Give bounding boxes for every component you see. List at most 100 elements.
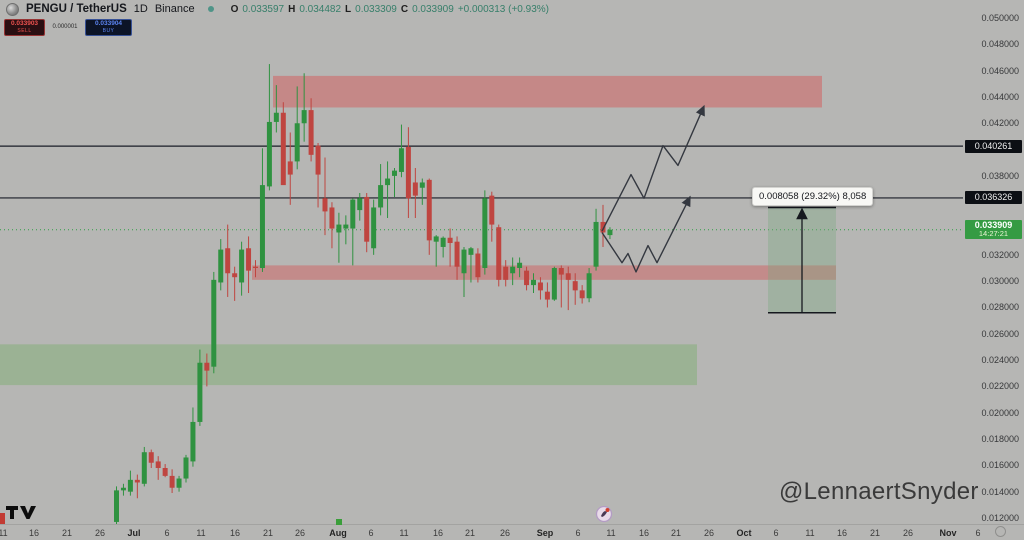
tradingview-logo-icon[interactable]: [5, 503, 39, 524]
candle-body: [204, 362, 210, 371]
time-tick-label: 6: [575, 528, 581, 538]
price-tick-label: 0.014000: [981, 486, 1019, 497]
candle-body: [155, 461, 161, 468]
candle-body: [524, 270, 530, 286]
time-axis-settings-icon[interactable]: [995, 526, 1006, 537]
trade-buttons-row: 0.033903 SELL 0.000001 0.033904 BUY: [4, 19, 549, 39]
last-price-label: 0.033909 14:27:21: [965, 220, 1022, 240]
time-tick-label: 21: [262, 528, 274, 538]
candle-body: [148, 452, 154, 463]
candle-body: [266, 121, 272, 187]
candle-body: [544, 291, 550, 300]
price-tick-label: 0.026000: [981, 328, 1019, 339]
price-tick-label: 0.046000: [981, 65, 1019, 76]
price-axis[interactable]: 0.050000 0.048000 0.046000 0.044000 0.042000…: [963, 0, 1024, 540]
candle-body: [183, 457, 189, 479]
candle-body: [593, 221, 599, 267]
candle-body: [433, 236, 439, 242]
time-tick-label: 21: [464, 528, 476, 538]
candle-body: [218, 249, 224, 283]
candle-body: [287, 161, 293, 175]
time-tick-label: 16: [638, 528, 650, 538]
candle-body: [301, 110, 307, 124]
price-tick-label: 0.028000: [981, 302, 1019, 313]
open-value: 0.033597: [242, 3, 285, 15]
watermark-text: @LennaertSnyder: [779, 478, 979, 505]
close-label: C: [400, 3, 409, 15]
price-tick-label: 0.016000: [981, 460, 1019, 471]
candle-body: [343, 224, 349, 229]
candle-body: [503, 266, 509, 280]
time-tick-label: 26: [94, 528, 106, 538]
candle-body: [364, 196, 370, 242]
price-tick-label: 0.044000: [981, 91, 1019, 102]
candle-body: [253, 266, 258, 268]
lower-projection-path[interactable]: [601, 195, 691, 273]
candle-body: [371, 207, 377, 249]
price-tick-label: 0.048000: [981, 39, 1019, 50]
sell-label: SELL: [17, 27, 32, 34]
symbol-logo-icon: [6, 2, 19, 16]
price-tick-label: 0.042000: [981, 118, 1019, 129]
hline-price-label: 0.040261: [965, 139, 1022, 153]
time-tick-label: 6: [164, 528, 170, 538]
time-tick-label: 6: [975, 528, 981, 538]
candle-body: [169, 475, 175, 488]
candle-body: [426, 179, 432, 241]
candle-body: [308, 110, 314, 155]
candle-body: [440, 237, 446, 247]
time-tick-label: Jul: [127, 528, 141, 538]
sell-button[interactable]: 0.033903 SELL: [4, 19, 45, 36]
time-tick-label: 11: [399, 528, 409, 538]
low-value: 0.033309: [355, 3, 397, 15]
time-tick-label: 6: [368, 528, 374, 538]
candle-body: [259, 185, 265, 268]
buy-button[interactable]: 0.033904 BUY: [85, 19, 132, 36]
candle-body: [120, 487, 126, 491]
candle-body: [114, 490, 119, 522]
candle-body: [162, 468, 168, 476]
event-icon[interactable]: [595, 505, 613, 528]
price-tick-label: 0.050000: [981, 13, 1019, 23]
candle-body: [496, 227, 502, 280]
candle-body: [176, 478, 182, 488]
time-tick-label: Nov: [939, 528, 957, 538]
price-tick-label: 0.022000: [981, 381, 1019, 392]
supply-zone[interactable]: [273, 75, 822, 108]
candle-body: [225, 248, 231, 274]
upper-projection-path[interactable]: [601, 104, 705, 232]
time-axis[interactable]: 11 16 21 26 Jul 6 11 16 21 26 Aug 6 11 16 21 26 Sep 6 11 16…: [0, 524, 1024, 540]
time-tick-label: 6: [773, 528, 779, 538]
time-tick-label: Aug: [329, 528, 347, 538]
price-tick-label: 0.012000: [981, 513, 1019, 523]
lower-demand-zone[interactable]: [0, 344, 697, 386]
time-tick-label: 16: [836, 528, 848, 538]
spread-value: 0.000001: [52, 24, 78, 30]
candle-body: [537, 282, 543, 291]
time-tick-label: 26: [703, 528, 715, 538]
symbol-name[interactable]: PENGU / TetherUS: [26, 3, 127, 15]
time-tick-label: 11: [606, 528, 616, 538]
price-tick-label: 0.038000: [981, 170, 1019, 181]
candle-body: [232, 273, 238, 278]
axis-marker-green-icon: [336, 519, 342, 525]
candle-body: [190, 421, 196, 462]
candle-body: [211, 279, 217, 367]
interval-selector[interactable]: 1D: [133, 3, 148, 15]
candle-body: [412, 182, 418, 196]
candle-body: [572, 281, 578, 291]
time-tick-label: 16: [229, 528, 241, 538]
candle-body: [378, 185, 384, 208]
candle-body: [607, 229, 613, 236]
candle-body: [586, 273, 592, 299]
mid-demand-zone[interactable]: [252, 265, 836, 280]
candle-body: [197, 362, 203, 422]
candle-body: [392, 170, 397, 176]
price-tick-label: 0.030000: [981, 276, 1019, 287]
candle-body: [600, 221, 606, 233]
exchange-name[interactable]: Binance: [154, 3, 195, 15]
axis-marker-red-icon: [0, 513, 5, 524]
candle-body: [350, 199, 356, 229]
